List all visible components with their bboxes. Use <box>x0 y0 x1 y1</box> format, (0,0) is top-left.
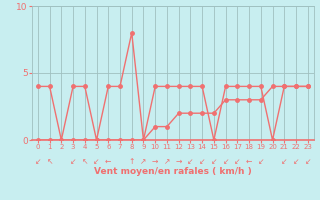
Text: ↙: ↙ <box>305 157 311 166</box>
Text: ←: ← <box>246 157 252 166</box>
Text: ↑: ↑ <box>129 157 135 166</box>
Text: ↙: ↙ <box>70 157 76 166</box>
Text: ↙: ↙ <box>93 157 100 166</box>
Text: ↙: ↙ <box>35 157 41 166</box>
Text: ↗: ↗ <box>140 157 147 166</box>
Text: ↙: ↙ <box>234 157 241 166</box>
Text: ↙: ↙ <box>187 157 194 166</box>
Text: ↖: ↖ <box>46 157 53 166</box>
Text: ←: ← <box>105 157 111 166</box>
Text: ↗: ↗ <box>164 157 170 166</box>
X-axis label: Vent moyen/en rafales ( km/h ): Vent moyen/en rafales ( km/h ) <box>94 167 252 176</box>
Text: ↙: ↙ <box>281 157 287 166</box>
Text: →: → <box>152 157 158 166</box>
Text: ↙: ↙ <box>199 157 205 166</box>
Text: ↙: ↙ <box>258 157 264 166</box>
Text: ↖: ↖ <box>82 157 88 166</box>
Text: →: → <box>175 157 182 166</box>
Text: ↙: ↙ <box>293 157 299 166</box>
Text: ↙: ↙ <box>211 157 217 166</box>
Text: ↙: ↙ <box>222 157 229 166</box>
